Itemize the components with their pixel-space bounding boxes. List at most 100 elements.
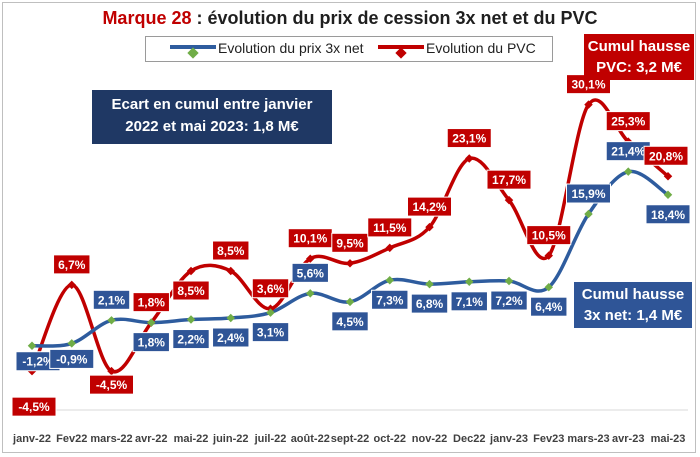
data-label-prix-3x-net: 7,3% — [376, 293, 404, 307]
data-label-box — [526, 225, 572, 246]
data-point-pvc — [67, 280, 76, 290]
data-point-pvc — [107, 366, 116, 376]
data-point-pvc — [385, 243, 394, 253]
data-label-pvc: 3,6% — [257, 282, 285, 296]
legend-red-line — [378, 45, 424, 59]
x-tick-label: juil-22 — [254, 433, 287, 445]
data-label-prix-3x-net: -1,2% — [22, 355, 54, 369]
data-label-box — [643, 145, 689, 166]
x-tick-label: Fev22 — [56, 433, 87, 445]
data-label-box — [371, 289, 409, 310]
data-label-prix-3x-net: 18,4% — [651, 208, 685, 222]
data-label-prix-3x-net: 4,5% — [336, 315, 364, 329]
data-point-prix-3x-net — [465, 277, 474, 287]
data-label-box — [367, 217, 413, 238]
x-tick-label: Fev23 — [533, 433, 564, 445]
data-label-pvc: 11,5% — [373, 221, 407, 235]
x-tick-label: mars-22 — [90, 433, 132, 445]
data-label-pvc: 1,8% — [138, 296, 166, 310]
data-point-prix-3x-net — [345, 297, 355, 307]
cumul-pvc-note: Cumul hausse PVC: 3,2 M€ — [584, 34, 694, 80]
data-label-box — [645, 204, 691, 225]
data-label-box — [530, 296, 568, 317]
data-point-pvc — [186, 266, 196, 276]
data-label-box — [605, 111, 651, 132]
data-label-pvc: 14,2% — [412, 200, 446, 214]
data-label-pvc: 6,7% — [58, 258, 86, 272]
data-label-pvc: 8,5% — [177, 284, 205, 298]
data-label-pvc: 30,1% — [571, 78, 605, 92]
x-tick-label: mars-23 — [567, 433, 609, 445]
data-point-prix-3x-net — [107, 316, 116, 325]
x-tick-label: août-22 — [291, 433, 330, 445]
data-point-prix-3x-net — [504, 276, 514, 286]
data-label-prix-3x-net: 15,9% — [571, 187, 605, 201]
data-point-pvc — [504, 195, 514, 205]
data-label-prix-3x-net: 21,4% — [611, 145, 645, 159]
data-label-box — [89, 374, 134, 395]
data-label-prix-3x-net: 5,6% — [297, 266, 325, 280]
data-point-prix-3x-net — [624, 167, 633, 176]
title-brand: Marque 28 — [102, 8, 192, 28]
data-point-prix-3x-net — [425, 279, 434, 289]
data-point-pvc — [226, 266, 235, 276]
data-point-pvc — [425, 222, 434, 232]
data-label-pvc: 8,5% — [217, 244, 245, 258]
ecart-note: Ecart en cumul entre janvier 2022 et mai… — [92, 90, 332, 144]
x-tick-label: juin-22 — [212, 433, 248, 445]
data-label-box — [331, 232, 369, 253]
data-label-box — [132, 332, 170, 353]
data-point-prix-3x-net — [147, 318, 156, 327]
data-label-box — [291, 262, 329, 283]
data-label-prix-3x-net: 2,4% — [217, 331, 245, 345]
data-label-prix-3x-net: 7,2% — [495, 294, 523, 308]
data-label-box — [53, 254, 91, 275]
data-point-prix-3x-net — [544, 282, 553, 292]
data-label-box — [490, 290, 528, 311]
data-label-box — [407, 196, 452, 217]
cumul-pvc-line2: PVC: 3,2 M€ — [596, 59, 682, 76]
title-text: : évolution du prix de cession 3x net et… — [191, 8, 598, 28]
data-label-box — [132, 292, 170, 313]
x-tick-label: janv-23 — [489, 433, 528, 445]
data-label-prix-3x-net: 6,4% — [535, 300, 563, 314]
data-label-box — [251, 322, 290, 343]
ecart-note-line2: 2022 et mai 2023: 1,8 M€ — [125, 118, 299, 135]
data-label-box — [446, 128, 492, 149]
chart-legend: Evolution du prix 3x net Evolution du PV… — [145, 36, 553, 62]
x-tick-label: Dec22 — [453, 433, 485, 445]
data-label-prix-3x-net: 3,1% — [257, 326, 285, 340]
x-tick-label: sept-22 — [331, 433, 370, 445]
data-label-pvc: -4,5% — [96, 378, 128, 392]
data-label-box — [11, 396, 57, 417]
data-point-prix-3x-net — [27, 341, 37, 350]
data-label-box — [410, 293, 449, 314]
data-point-pvc — [465, 154, 474, 163]
chart-title: Marque 28 : évolution du prix de cession… — [0, 8, 700, 29]
data-label-pvc: 25,3% — [611, 115, 645, 129]
cumul-3x-line1: Cumul hausse — [581, 286, 685, 303]
data-point-pvc — [306, 254, 315, 263]
ecart-note-line1: Ecart en cumul entre janvier — [111, 96, 313, 113]
data-label-pvc: 9,5% — [336, 236, 364, 250]
data-point-prix-3x-net — [186, 315, 196, 324]
data-label-box — [251, 278, 290, 299]
x-tick-label: oct-22 — [374, 433, 406, 445]
data-label-box — [92, 289, 131, 310]
data-label-prix-3x-net: -0,9% — [56, 352, 88, 366]
x-tick-label: mai-23 — [651, 433, 686, 445]
cumul-3x-line2: 3x net: 1,4 M€ — [583, 307, 683, 324]
data-label-pvc: 23,1% — [452, 132, 486, 146]
legend-blue-label: Evolution du prix 3x net — [218, 40, 364, 56]
data-label-box — [486, 169, 532, 190]
data-point-prix-3x-net — [306, 289, 315, 298]
chart-frame — [2, 2, 696, 453]
data-label-prix-3x-net: 1,8% — [138, 336, 166, 350]
data-label-box — [450, 291, 488, 312]
legend-blue-line — [170, 45, 216, 59]
x-tick-label: nov-22 — [412, 433, 447, 445]
data-label-pvc: 17,7% — [492, 173, 526, 187]
data-point-prix-3x-net — [226, 313, 235, 323]
data-label-prix-3x-net: 2,1% — [98, 293, 126, 307]
